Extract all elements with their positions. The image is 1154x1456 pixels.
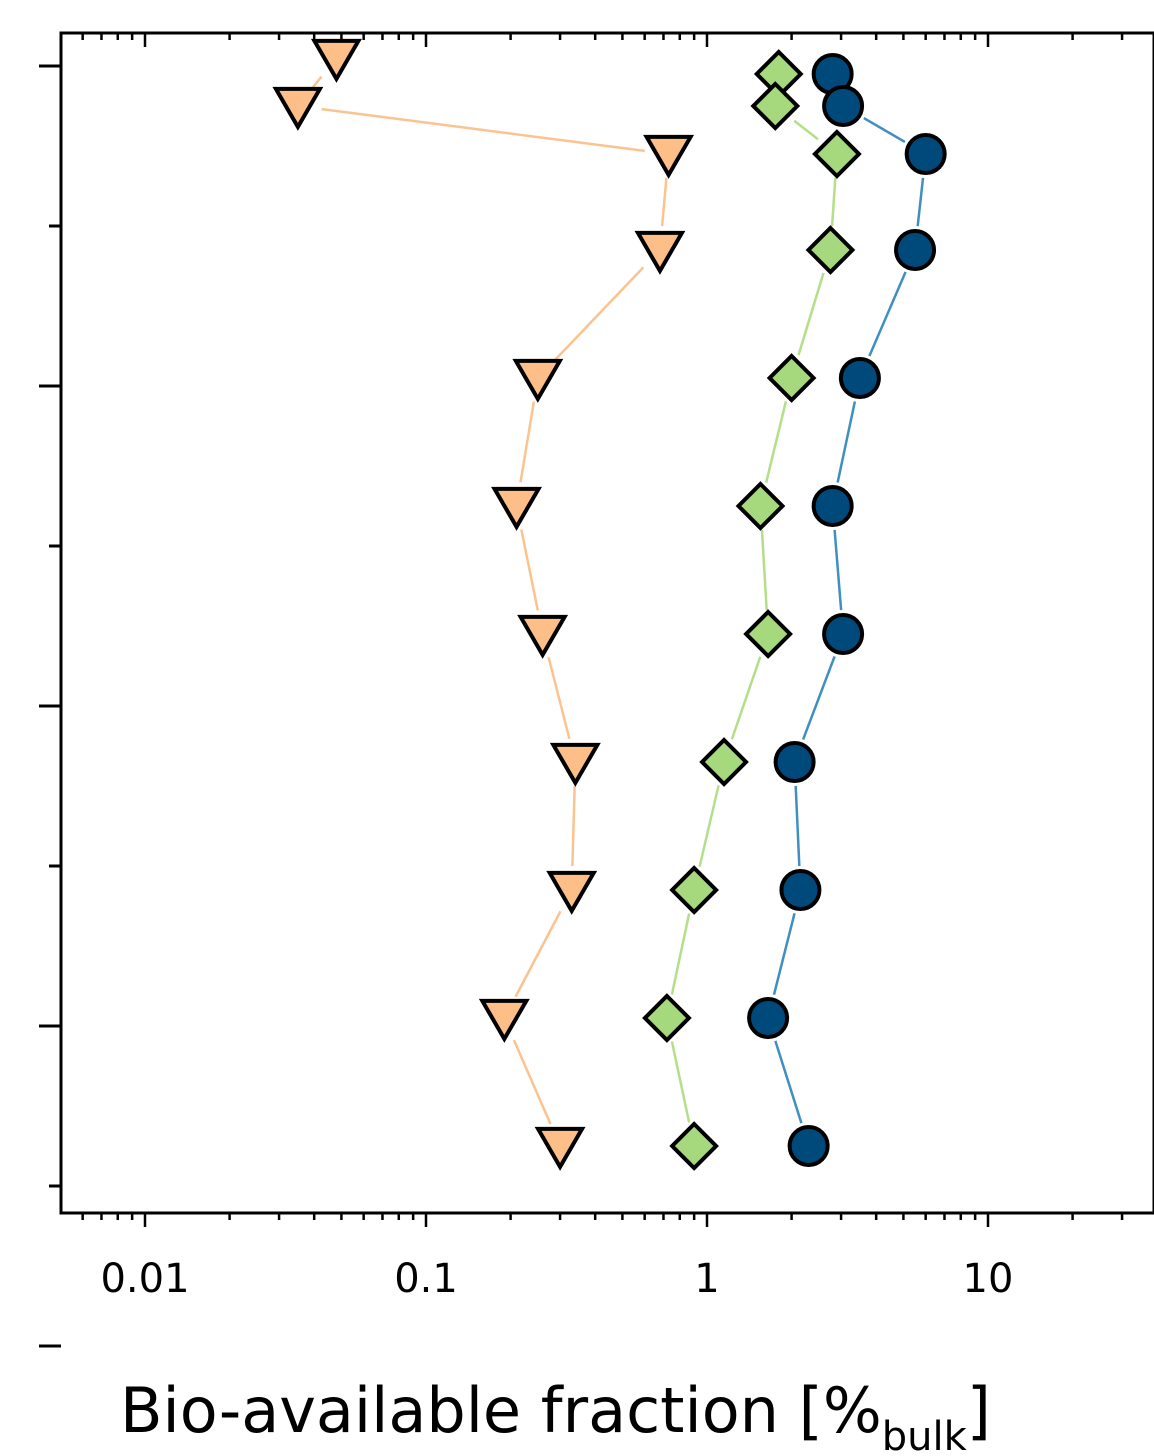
series-2-segment bbox=[794, 785, 801, 867]
series-1-point-5 bbox=[735, 481, 786, 531]
series-1-point-7 bbox=[699, 737, 749, 787]
series-2-point-3 bbox=[894, 229, 937, 271]
x-axis-label: Bio-available fraction [%bulk] bbox=[120, 1374, 991, 1456]
series-1-segment bbox=[670, 913, 691, 995]
plot-frame bbox=[59, 31, 1154, 1215]
series-1-segment bbox=[698, 785, 720, 867]
x-axis-label-close: ] bbox=[967, 1374, 991, 1447]
x-tick-label: 0.01 bbox=[100, 1256, 189, 1302]
series-2-segment bbox=[868, 271, 907, 357]
series-2-point-5 bbox=[811, 485, 854, 527]
series-1-point-2 bbox=[812, 129, 862, 179]
series-1-segment bbox=[730, 656, 762, 740]
series-2-point-1 bbox=[822, 85, 865, 127]
series-1-point-1 bbox=[750, 81, 801, 131]
series-1-segment bbox=[760, 529, 768, 611]
series-1-segment bbox=[764, 401, 788, 483]
series-2-segment bbox=[916, 177, 925, 227]
series-0-segment bbox=[660, 177, 668, 227]
series-2-point-7 bbox=[773, 741, 816, 783]
series-0-segment bbox=[311, 75, 323, 89]
series-2-point-2 bbox=[904, 133, 947, 175]
axis-ticks bbox=[39, 33, 1124, 1348]
series-1-point-10 bbox=[669, 1121, 719, 1171]
axis-tick-labels: 0.01 0.1 1 10 bbox=[100, 1256, 1013, 1302]
series-2-segment bbox=[833, 529, 843, 611]
series-0-point-6 bbox=[517, 614, 569, 659]
series-0-segment bbox=[514, 910, 562, 998]
series-1-point-6 bbox=[743, 609, 793, 659]
series-0-point-4 bbox=[512, 358, 564, 403]
series-1-segment bbox=[797, 272, 825, 356]
x-tick-label: 10 bbox=[963, 1256, 1014, 1302]
series-2-point-6 bbox=[822, 613, 865, 655]
x-axis-label-subscript: bulk bbox=[882, 1414, 968, 1456]
series-markers bbox=[272, 38, 947, 1171]
series-0-point-0 bbox=[310, 38, 362, 83]
series-1-point-8 bbox=[669, 865, 719, 915]
x-tick-label: 1 bbox=[694, 1256, 719, 1302]
x-tick-label: 0.1 bbox=[394, 1256, 458, 1302]
series-0-segment bbox=[321, 107, 645, 153]
series-0-segment bbox=[547, 656, 571, 740]
series-0-point-7 bbox=[549, 742, 601, 787]
series-1-point-4 bbox=[766, 353, 817, 403]
series-1-segment bbox=[670, 1041, 691, 1123]
series-1-segment bbox=[793, 119, 819, 141]
series-0-point-9 bbox=[478, 998, 530, 1043]
series-0-point-8 bbox=[546, 870, 598, 915]
series-1-point-9 bbox=[642, 993, 692, 1043]
series-0-segment bbox=[512, 1039, 552, 1125]
series-0-segment bbox=[571, 785, 576, 867]
series-2-segment bbox=[772, 912, 796, 996]
series-2-segment bbox=[774, 1040, 803, 1124]
series-0-segment bbox=[553, 266, 645, 362]
series-2-segment bbox=[801, 656, 836, 740]
series-0-point-1 bbox=[272, 86, 324, 131]
series-2-point-4 bbox=[838, 357, 881, 399]
series-0-segment bbox=[520, 529, 540, 611]
series-2-segment bbox=[836, 401, 857, 483]
series-2-point-8 bbox=[779, 869, 822, 911]
series-0-point-3 bbox=[634, 230, 686, 275]
axes bbox=[59, 31, 1154, 1215]
series-2-point-10 bbox=[787, 1125, 830, 1167]
series-0-point-5 bbox=[491, 486, 543, 531]
series-1-point-3 bbox=[805, 225, 856, 275]
series-0-point-2 bbox=[643, 134, 695, 179]
series-lines bbox=[311, 75, 925, 1125]
series-2-segment bbox=[863, 116, 906, 144]
series-0-point-10 bbox=[534, 1126, 586, 1171]
series-1-segment bbox=[830, 177, 837, 227]
series-0-segment bbox=[519, 401, 536, 483]
series-2-point-9 bbox=[747, 997, 790, 1039]
